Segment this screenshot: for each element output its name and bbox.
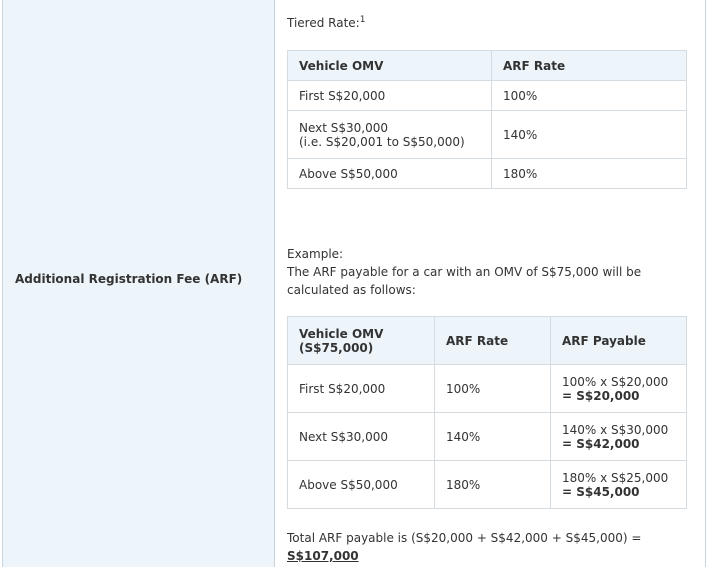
example-text: The ARF payable for a car with an OMV of… <box>287 265 642 297</box>
rate-cell: 100% <box>491 80 687 111</box>
rate-cell: 100% <box>434 364 551 413</box>
payable-calc: 180% x S$25,000 <box>562 470 669 485</box>
table-row: Next S$30,000 140% 140% x S$30,000 = S$4… <box>287 412 687 461</box>
total-arf: Total ARF payable is (S$20,000 + S$42,00… <box>287 529 687 565</box>
payable-calc: 100% x S$20,000 <box>562 374 669 389</box>
omv-cell: First S$20,000 <box>287 80 492 111</box>
total-amount: S$107,000 <box>287 549 359 563</box>
tiered-rate-label: Tiered Rate: <box>287 16 360 30</box>
rate-cell: 180% <box>434 460 551 509</box>
header-vehicle-omv: Vehicle OMV (S$75,000) <box>287 316 435 365</box>
total-text: Total ARF payable is (S$20,000 + S$42,00… <box>287 531 642 545</box>
payable-result: = S$42,000 <box>562 436 640 451</box>
table-row: First S$20,000 100% <box>287 80 687 111</box>
header-arf-rate: ARF Rate <box>434 316 551 365</box>
omv-line-sub: (i.e. S$20,001 to S$50,000) <box>299 134 465 149</box>
header-vehicle-omv: Vehicle OMV <box>287 50 492 81</box>
payable-cell: 100% x S$20,000 = S$20,000 <box>550 364 687 413</box>
table-row: Above S$50,000 180% <box>287 158 687 189</box>
header-arf-payable: ARF Payable <box>550 316 687 365</box>
table-header-row: Vehicle OMV ARF Rate <box>287 50 687 81</box>
omv-cell: Next S$30,000 <box>287 412 435 461</box>
rate-cell: 180% <box>491 158 687 189</box>
example-table: Vehicle OMV (S$75,000) ARF Rate ARF Paya… <box>287 316 687 509</box>
header-arf-rate: ARF Rate <box>491 50 687 81</box>
payable-calc: 140% x S$30,000 <box>562 422 669 437</box>
payable-result: = S$45,000 <box>562 484 640 499</box>
payable-cell: 180% x S$25,000 = S$45,000 <box>550 460 687 509</box>
rate-cell: 140% <box>434 412 551 461</box>
omv-line: Next S$30,000 <box>299 120 389 135</box>
payable-result: = S$20,000 <box>562 388 640 403</box>
table-header-row: Vehicle OMV (S$75,000) ARF Rate ARF Paya… <box>287 316 687 365</box>
rate-cell: 140% <box>491 110 687 159</box>
row-label-cell: Additional Registration Fee (ARF) <box>2 0 275 567</box>
table-row: First S$20,000 100% 100% x S$20,000 = S$… <box>287 364 687 413</box>
table-row: Above S$50,000 180% 180% x S$25,000 = S$… <box>287 460 687 509</box>
row-label: Additional Registration Fee (ARF) <box>15 272 243 286</box>
omv-cell: First S$20,000 <box>287 364 435 413</box>
footnote-marker[interactable]: 1 <box>359 15 366 25</box>
header-omv-sub: (S$75,000) <box>299 340 374 355</box>
example-label: Example: <box>287 247 344 261</box>
table-row: Next S$30,000 (i.e. S$20,001 to S$50,000… <box>287 110 687 159</box>
header-omv-line: Vehicle OMV <box>299 326 384 341</box>
tiered-rate-heading: Tiered Rate:1 <box>287 15 365 30</box>
omv-cell: Above S$50,000 <box>287 460 435 509</box>
omv-cell: Next S$30,000 (i.e. S$20,001 to S$50,000… <box>287 110 492 159</box>
example-block: Example: The ARF payable for a car with … <box>287 245 687 299</box>
payable-cell: 140% x S$30,000 = S$42,000 <box>550 412 687 461</box>
omv-cell: Above S$50,000 <box>287 158 492 189</box>
tier-rate-table: Vehicle OMV ARF Rate First S$20,000 100%… <box>287 50 687 189</box>
